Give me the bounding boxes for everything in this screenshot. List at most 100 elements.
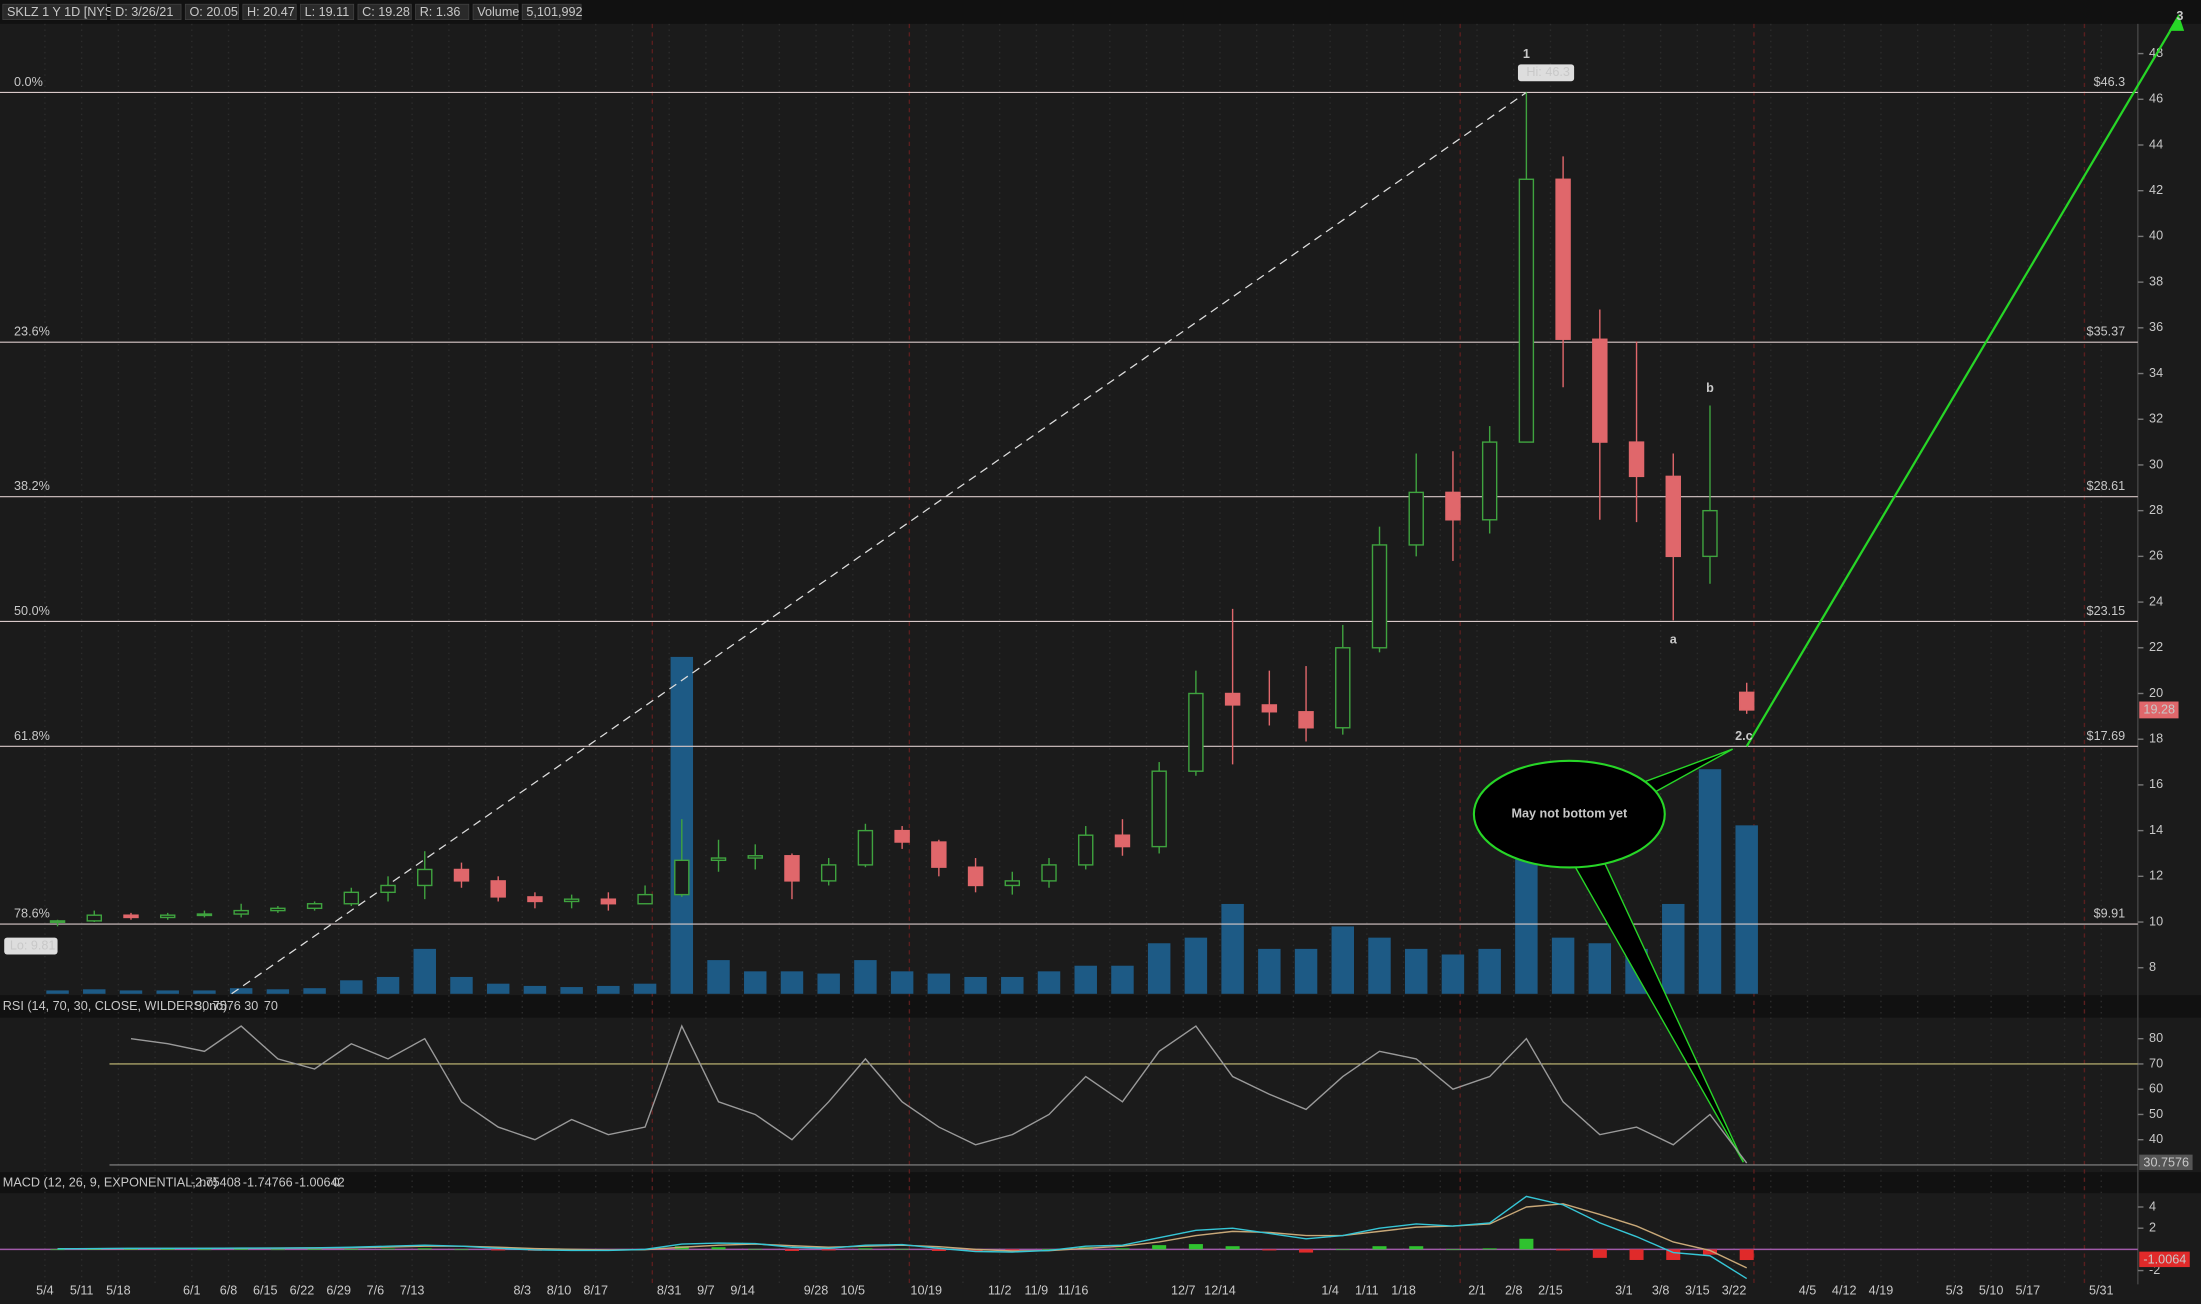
fib-price-label: $28.61 [2087,479,2126,493]
macd-histogram-bar [895,1248,910,1250]
readout-box [184,3,239,21]
y-tick-label: 26 [2149,549,2163,563]
y-tick-label: 34 [2149,366,2163,380]
x-tick-label: 5/3 [1946,1284,1964,1298]
candle-body [527,896,543,903]
macd-histogram-bar [1592,1249,1607,1258]
wave-label: 2.c [1735,729,1753,743]
rsi-y-tick-label: 60 [2149,1082,2163,1096]
rsi-level-readout: 30 [244,999,258,1013]
volume-bar [1698,769,1722,994]
macd-histogram-bar [1041,1249,1057,1250]
last-price-label: 19.28 [2143,702,2175,716]
candle-body [453,868,470,882]
x-tick-label: 8/10 [547,1284,572,1298]
rsi-value: 30.7576 [195,999,241,1013]
macd-y-tick-label: -2 [2149,1263,2160,1277]
readout: O: 20.05 [189,5,237,19]
volume-bar [1258,948,1281,994]
macd-readout: -1.00642 [295,1176,345,1190]
macd-histogram-bar [491,1249,506,1251]
volume-bar [964,976,987,994]
x-tick-label: 8/17 [583,1284,608,1298]
wave-label: a [1670,632,1678,646]
readout: R: 1.36 [420,5,461,19]
macd-histogram-bar [858,1248,873,1250]
x-tick-label: 9/14 [730,1284,755,1298]
fib-price-label: $9.91 [2094,907,2126,921]
callout-bubble [1472,759,1666,869]
y-tick-label: 32 [2149,412,2163,426]
candle-body [233,909,249,915]
candle-body [1114,834,1131,848]
volume-bar [744,971,767,994]
x-tick-label: 5/10 [1979,1284,2004,1298]
rsi-line [130,1024,1748,1164]
hi-label: Hi: 46.3 [1526,65,1570,79]
volume-bar [1037,971,1061,994]
macd-histogram-bar [1629,1249,1644,1260]
candle-body [1041,864,1057,882]
macd-histogram-bar [87,1249,102,1250]
volume-bar [1074,965,1097,994]
x-tick-label: 7/13 [400,1284,425,1298]
macd-histogram-bar [381,1248,396,1250]
candle-body [1518,178,1535,443]
candle-body [747,855,763,859]
volume-bar [560,987,583,994]
volume-bar [817,973,840,994]
macd-histogram-bar [748,1248,763,1250]
macd-histogram-bar [1666,1249,1681,1260]
volume-bar [450,976,473,994]
fib-ratio-label: 78.6% [14,907,50,921]
candle-body [1078,834,1094,866]
rsi-y-tick-label: 40 [2149,1132,2163,1146]
macd-histogram-bar [1519,1238,1534,1250]
candle-body [600,898,617,905]
y-tick-label: 40 [2149,229,2163,243]
fib-ratio-label: 50.0% [14,604,50,618]
y-tick-label: 14 [2149,823,2163,837]
readout-box [415,3,470,21]
volume-bar [927,973,951,994]
x-tick-label: 3/8 [1652,1284,1670,1298]
fib-ratio-label: 23.6% [14,325,50,339]
y-tick-label: 12 [2149,869,2163,883]
fib-price-label: $46.3 [2094,75,2126,89]
x-tick-label: 5/31 [2089,1284,2114,1298]
macd-header: MACD (12, 26, 9, EXPONENTIAL, no) [3,1176,218,1190]
hi-label-box [1517,64,1575,82]
x-tick-label: 5/18 [106,1284,131,1298]
candle-body [1188,692,1204,772]
x-tick-label: 2/1 [1468,1284,1486,1298]
volume-bar [707,960,730,994]
volume-bar [119,990,143,994]
candle-body [1738,691,1755,711]
fib-ratio-label: 0.0% [14,75,43,89]
candle-body [49,920,66,923]
x-tick-label: 9/7 [697,1284,715,1298]
x-tick-label: 3/1 [1615,1284,1633,1298]
projection-arrow [1745,16,2180,747]
candle-body [306,903,323,910]
readout-box [357,3,412,21]
candle-body [710,857,727,862]
x-tick-label: 10/19 [910,1284,942,1298]
volume-bar [413,948,436,994]
candle-body [123,914,139,919]
y-tick-label: 42 [2149,183,2163,197]
readout-box [472,3,519,21]
candle-body [784,855,800,882]
readout: Volume [477,5,519,19]
candle-body [417,868,433,887]
x-tick-label: 1/11 [1355,1284,1379,1298]
rsi-y-tick-label: 50 [2149,1107,2163,1121]
volume-bar [1147,943,1171,994]
x-tick-label: 2/15 [1538,1284,1563,1298]
macd-readout: 0 [333,1176,340,1190]
last-price-box [2139,701,2179,719]
macd-histogram-bar [1335,1249,1350,1251]
volume-bar [1221,903,1244,994]
candle-body [931,841,947,868]
readout-box [2,3,108,21]
